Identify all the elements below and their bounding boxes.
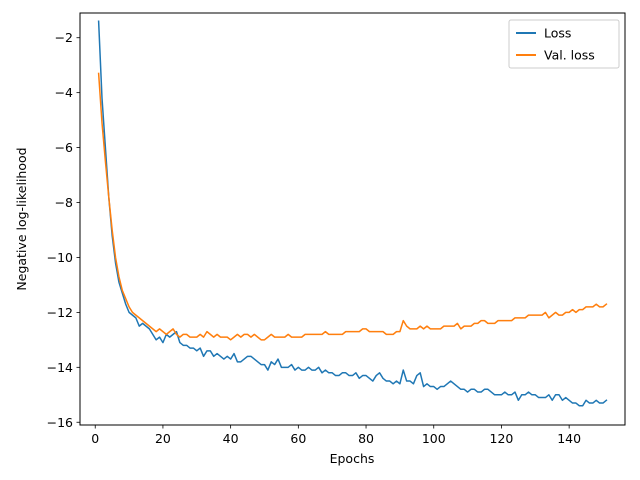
y-tick-label: −4 <box>55 85 73 100</box>
x-tick-label: 140 <box>557 431 581 446</box>
y-tick-label: −12 <box>47 305 73 320</box>
y-tick-label: −14 <box>47 360 73 375</box>
x-axis-label: Epochs <box>330 451 375 466</box>
x-tick-label: 120 <box>490 431 514 446</box>
legend-label-val-loss: Val. loss <box>544 48 595 63</box>
x-tick-label: 0 <box>91 431 99 446</box>
y-axis-label: Negative log-likelihood <box>14 147 29 290</box>
series-line-loss <box>97 20 608 407</box>
legend-box <box>508 19 620 69</box>
x-axis: 0 20 40 60 80 100 120 140 <box>91 425 581 446</box>
x-tick-label: 40 <box>223 431 239 446</box>
y-axis: −16 −14 −12 −10 −8 −6 −4 −2 <box>47 30 80 430</box>
y-tick-label: −8 <box>55 195 73 210</box>
x-tick-label: 20 <box>155 431 171 446</box>
y-tick-label: −10 <box>47 250 73 265</box>
y-tick-label: −16 <box>47 415 73 430</box>
y-tick-label: −2 <box>55 30 73 45</box>
plot-area <box>97 20 608 407</box>
legend: Loss Val. loss <box>508 19 620 69</box>
y-tick-label: −6 <box>55 140 73 155</box>
series-line-val-loss <box>97 72 608 341</box>
x-tick-label: 80 <box>358 431 374 446</box>
x-tick-label: 100 <box>422 431 446 446</box>
x-tick-label: 60 <box>290 431 306 446</box>
legend-label-loss: Loss <box>544 26 571 41</box>
plot-frame <box>79 12 626 426</box>
